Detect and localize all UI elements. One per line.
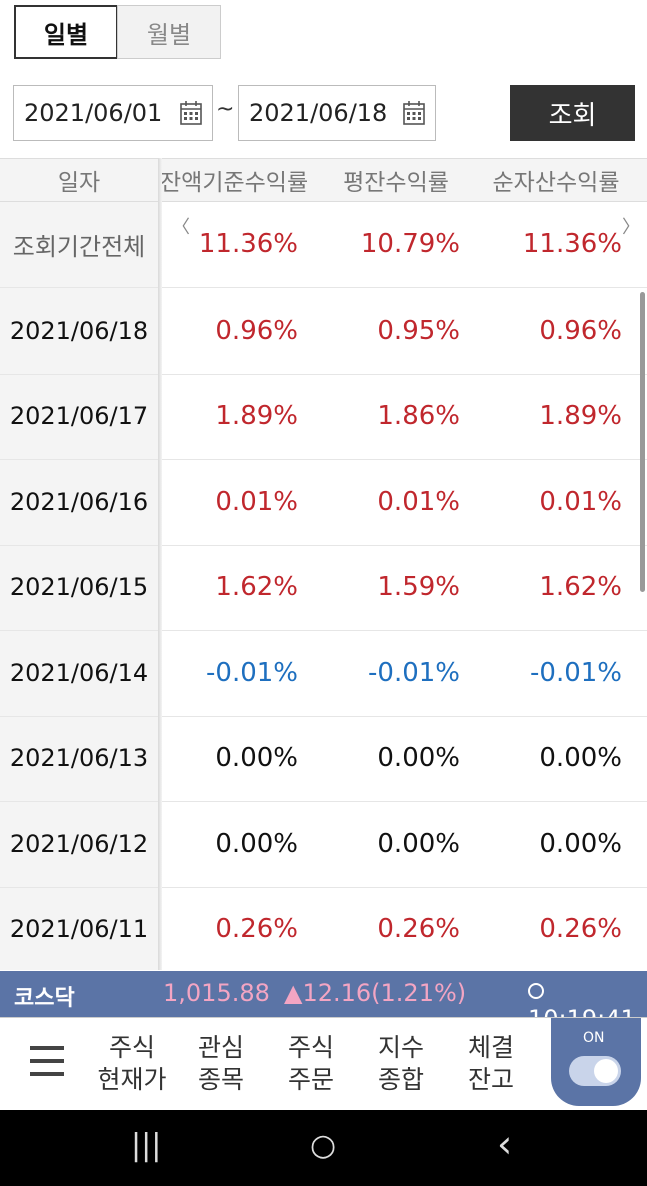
menu-label: 지수 [377, 1033, 424, 1062]
menu-label: 종합 [377, 1065, 424, 1094]
index-value: 1,015.88 [163, 979, 270, 1007]
menu-label: 주식 [108, 1033, 155, 1062]
calendar-icon[interactable] [180, 101, 202, 125]
table-row: 2021/06/13 0.00% 0.00% 0.00% [0, 716, 647, 802]
row-net-asset-return: 1.89% [539, 401, 622, 432]
tab-monthly[interactable]: 월별 [117, 5, 221, 59]
row-balance-return: 0.00% [215, 743, 298, 774]
menu-item-execution-balance[interactable]: 체결 잔고 [455, 1032, 527, 1096]
table-row: 2021/06/12 0.00% 0.00% 0.00% [0, 801, 647, 888]
scrollbar[interactable] [640, 292, 645, 592]
menu-label: 관심 [197, 1033, 244, 1062]
row-date: 2021/06/13 [9, 744, 149, 773]
row-avg-balance-return: 1.86% [377, 401, 460, 432]
menu-label: 현재가 [97, 1065, 167, 1094]
date-separator: ~ [216, 97, 235, 122]
header-balance-return: 잔액기준수익률 [160, 170, 309, 196]
table-row: 2021/06/16 0.01% 0.01% 0.01% [0, 459, 647, 546]
row-balance-return: 0.96% [215, 315, 298, 346]
row-date: 2021/06/17 [9, 402, 149, 431]
recents-icon[interactable]: ||| [131, 1128, 162, 1163]
system-navbar: ||| ○ ‹ [0, 1110, 647, 1186]
row-net-asset-return: 1.62% [539, 572, 622, 603]
row-net-asset-return: 0.96% [539, 315, 622, 346]
end-date-field[interactable]: 2021/06/18 [238, 85, 436, 141]
row-net-asset-return: 0.00% [539, 828, 622, 859]
ticker-toggle-panel: ON [551, 1018, 641, 1106]
start-date-value: 2021/06/01 [24, 99, 163, 127]
row-avg-balance-return: 0.00% [377, 743, 460, 774]
index-name: 코스닥 [14, 986, 75, 1011]
column-divider [158, 158, 162, 970]
row-avg-balance-return: 0.00% [377, 828, 460, 859]
hamburger-menu-icon[interactable] [30, 1046, 64, 1085]
row-net-asset-return: 0.26% [539, 914, 622, 945]
row-net-asset-return: -0.01% [530, 657, 622, 688]
menu-item-index[interactable]: 지수 종합 [365, 1032, 437, 1096]
end-date-value: 2021/06/18 [249, 99, 388, 127]
row-date: 2021/06/14 [9, 658, 149, 687]
summary-balance-return: 11.36% [198, 229, 298, 259]
date-range-row: 2021/06/01 ~ 2021/06/18 조회 [13, 85, 635, 141]
table-row: 2021/06/17 1.89% 1.86% 1.89% [0, 374, 647, 460]
table-row: 2021/06/11 0.26% 0.26% 0.26% [0, 887, 647, 973]
summary-net-asset-return: 11.36% [522, 229, 622, 259]
row-date: 2021/06/11 [9, 915, 149, 944]
scroll-left-icon[interactable]: 〈 [172, 217, 190, 238]
toggle-knob [594, 1059, 618, 1083]
row-avg-balance-return: 0.26% [377, 914, 460, 945]
toggle-label: ON [583, 1030, 605, 1046]
back-icon[interactable]: ‹ [497, 1122, 513, 1166]
calendar-icon[interactable] [403, 101, 425, 125]
period-tabs: 일별 월별 [14, 5, 221, 59]
index-change: ▲12.16(1.21%) [284, 979, 467, 1007]
summary-avg-balance-return: 10.79% [360, 229, 460, 259]
tab-daily[interactable]: 일별 [14, 5, 118, 59]
menu-label: 주문 [287, 1065, 334, 1094]
row-balance-return: 0.01% [215, 486, 298, 517]
row-balance-return: 1.62% [215, 572, 298, 603]
row-net-asset-return: 0.00% [539, 743, 622, 774]
row-date: 2021/06/18 [9, 316, 149, 345]
index-ticker[interactable]: 코스닥 1,015.88 ▲12.16(1.21%) 10:19:41 [0, 971, 647, 1033]
row-avg-balance-return: 1.59% [377, 572, 460, 603]
menu-label: 종목 [197, 1065, 244, 1094]
menu-label: 체결 [467, 1033, 514, 1062]
header-avg-balance-return: 평잔수익률 [343, 170, 449, 196]
table-row: 2021/06/15 1.62% 1.59% 1.62% [0, 545, 647, 631]
date-column-bg [0, 158, 158, 970]
table-header: 일자 잔액기준수익률 평잔수익률 순자산수익률 [0, 158, 647, 202]
summary-label: 조회기간전체 [12, 232, 146, 261]
row-date: 2021/06/16 [9, 487, 149, 516]
scroll-right-icon[interactable]: 〉 [622, 217, 640, 238]
menu-label: 잔고 [467, 1065, 514, 1094]
row-balance-return: 0.26% [215, 914, 298, 945]
row-balance-return: -0.01% [206, 657, 298, 688]
table-row: 2021/06/18 0.96% 0.95% 0.96% [0, 288, 647, 375]
menu-item-stock-order[interactable]: 주식 주문 [275, 1032, 347, 1096]
row-net-asset-return: 0.01% [539, 486, 622, 517]
row-balance-return: 1.89% [215, 401, 298, 432]
ticker-toggle[interactable] [569, 1056, 621, 1086]
table-row: 2021/06/14 -0.01% -0.01% -0.01% [0, 630, 647, 717]
home-icon[interactable]: ○ [310, 1128, 337, 1163]
header-net-asset-return: 순자산수익률 [492, 170, 620, 196]
clock-icon [528, 983, 544, 999]
menu-item-watchlist[interactable]: 관심 종목 [185, 1032, 257, 1096]
row-date: 2021/06/15 [9, 573, 149, 602]
header-date: 일자 [57, 170, 101, 196]
menu-label: 주식 [287, 1033, 334, 1062]
summary-row: 조회기간전체 〈 11.36% 10.79% 11.36% 〉 [0, 201, 647, 288]
menu-item-stock-price[interactable]: 주식 현재가 [93, 1032, 171, 1096]
row-avg-balance-return: 0.01% [377, 486, 460, 517]
start-date-field[interactable]: 2021/06/01 [13, 85, 213, 141]
row-date: 2021/06/12 [9, 829, 149, 858]
search-button[interactable]: 조회 [510, 85, 635, 141]
row-avg-balance-return: 0.95% [377, 315, 460, 346]
bottom-menu: 주식 현재가 관심 종목 주식 주문 지수 종합 체결 잔고 ON [0, 1017, 647, 1111]
row-balance-return: 0.00% [215, 828, 298, 859]
row-avg-balance-return: -0.01% [368, 657, 460, 688]
